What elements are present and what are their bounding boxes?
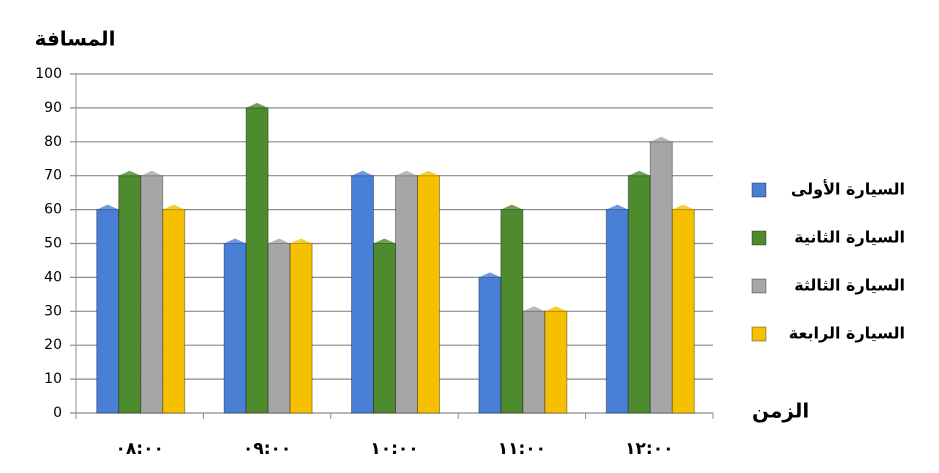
x-axis-title: الزمن (752, 399, 809, 423)
bar-cap (500, 204, 523, 210)
y-tick-label: 90 (44, 100, 62, 116)
bar-cap (373, 238, 396, 244)
bar-cap (395, 170, 418, 176)
y-tick-label: 70 (44, 168, 62, 184)
x-tick-label: ٠٨:٠٠ (116, 439, 164, 459)
bar-cap (246, 102, 269, 108)
y-tick-label: 0 (53, 405, 62, 421)
y-tick-label: 40 (44, 269, 62, 285)
bar (140, 175, 164, 414)
legend-swatch (751, 230, 767, 246)
legend-text: السيارة الأولى (791, 180, 905, 199)
y-tick-label: 80 (44, 134, 62, 150)
bar-cap (417, 170, 440, 176)
x-tick-label: ٠٩:٠٠ (243, 439, 291, 459)
bar-cap (628, 170, 651, 176)
bar-cap (478, 272, 501, 278)
legend-swatch (751, 182, 767, 198)
bar-cap (606, 204, 629, 210)
bar-cap (351, 170, 374, 176)
bar (223, 243, 247, 414)
bar-cap (290, 238, 313, 244)
bar-cap (522, 306, 545, 312)
bar-cap (650, 136, 673, 142)
bar-cap (672, 204, 695, 210)
bar (289, 243, 313, 414)
y-tick-label: 60 (44, 202, 62, 218)
bar-cap (268, 238, 291, 244)
bar (267, 243, 291, 414)
x-tick-label: ١٢:٠٠ (625, 439, 673, 459)
bar (478, 276, 502, 414)
bar (96, 209, 120, 414)
bar (373, 243, 396, 414)
bar (162, 209, 186, 414)
bar (118, 175, 142, 414)
bar (351, 175, 374, 414)
bar (671, 209, 695, 414)
legend-swatch (751, 278, 767, 294)
y-tick-label: 50 (44, 236, 62, 252)
legend-text: السيارة الثالثة (794, 276, 905, 295)
bar (395, 175, 418, 414)
y-tick-label: 100 (35, 66, 62, 82)
y-tick-label: 30 (44, 303, 62, 319)
bar-cap (544, 306, 567, 312)
bar (417, 175, 440, 414)
bar-cap (140, 170, 163, 176)
bar-cap (96, 204, 119, 210)
y-axis-title: المسافة (35, 27, 116, 51)
x-tick-label: ١١:٠٠ (498, 439, 546, 459)
bar (245, 107, 269, 414)
bar (544, 310, 568, 414)
bar-cap (118, 170, 141, 176)
bar-cap (224, 238, 247, 244)
bar (627, 175, 651, 414)
y-tick-label: 10 (44, 371, 62, 387)
legend-text: السيارة الثانية (794, 228, 905, 247)
y-tick-label: 20 (44, 337, 62, 353)
bar-cap (162, 204, 185, 210)
bar (500, 209, 524, 414)
bar (649, 141, 673, 414)
x-tick-label: ١٠:٠٠ (370, 439, 418, 459)
bar (605, 209, 629, 414)
bar (522, 310, 546, 414)
legend-swatch (751, 326, 767, 342)
legend-text: السيارة الرابعة (789, 324, 905, 343)
